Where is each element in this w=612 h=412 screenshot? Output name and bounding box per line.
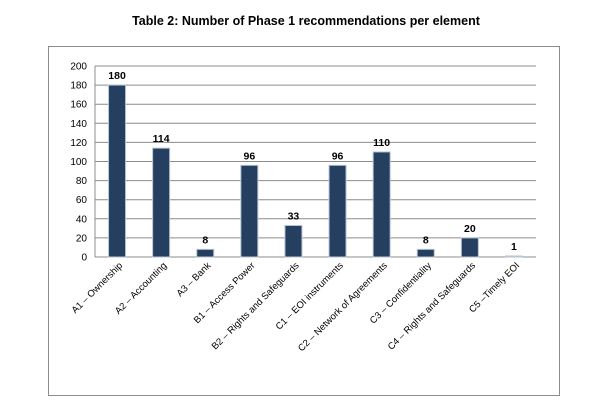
y-tick-label: 140 xyxy=(70,119,87,130)
data-labels: 180 114 8 96 33 96 110 8 20 1 xyxy=(108,70,517,253)
x-category-label: A3 – Bank xyxy=(175,260,214,299)
data-label: 180 xyxy=(108,70,126,82)
y-axis-ticks: 0 20 40 60 80 100 120 140 160 180 200 xyxy=(70,62,87,264)
bar xyxy=(372,151,391,258)
y-tick-label: 180 xyxy=(70,81,87,92)
data-label: 114 xyxy=(153,133,170,145)
data-label: 96 xyxy=(332,150,344,162)
x-category-label: B2 – Rights and Safeguards xyxy=(210,260,302,352)
y-tick-label: 80 xyxy=(76,176,88,187)
y-tick-label: 120 xyxy=(70,138,87,149)
y-tick-label: 40 xyxy=(76,214,88,225)
y-tick-label: 60 xyxy=(76,195,88,206)
y-tick-label: 20 xyxy=(76,233,88,244)
bar xyxy=(416,248,435,258)
data-label: 8 xyxy=(202,234,208,246)
data-label: 20 xyxy=(464,223,476,235)
bar xyxy=(108,84,127,258)
y-tick-label: 0 xyxy=(81,253,87,264)
bar xyxy=(240,164,259,258)
chart-frame xyxy=(48,46,560,396)
chart-title: Table 2: Number of Phase 1 recommendatio… xyxy=(132,14,480,28)
y-tick-label: 100 xyxy=(70,157,87,168)
bar xyxy=(460,237,479,258)
data-label: 96 xyxy=(244,150,256,162)
bar xyxy=(328,164,347,258)
x-category-label: C2 – Network of Agreements xyxy=(296,260,390,354)
data-label: 33 xyxy=(288,210,300,222)
bar xyxy=(196,248,215,258)
y-tick-label: 160 xyxy=(70,100,87,111)
data-label: 8 xyxy=(423,234,429,246)
data-label: 1 xyxy=(511,241,517,253)
bar xyxy=(284,224,303,258)
bars xyxy=(108,84,523,258)
y-tick-label: 200 xyxy=(70,62,87,73)
bar xyxy=(504,255,523,258)
bar xyxy=(152,147,171,258)
x-category-label: C4 – Rights and Safeguards xyxy=(386,260,478,352)
data-label: 110 xyxy=(373,137,390,149)
